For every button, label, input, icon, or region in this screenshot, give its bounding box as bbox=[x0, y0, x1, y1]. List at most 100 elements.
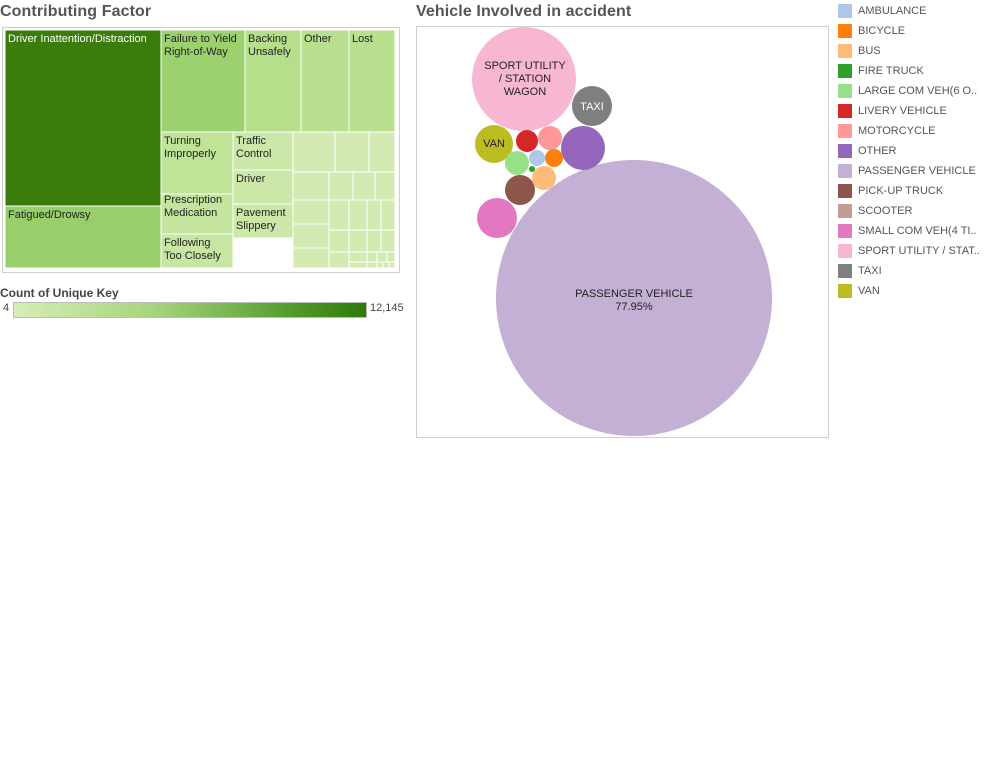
treemap-label-backing-unsafely: Backing bbox=[248, 33, 287, 45]
treemap-cell-small[interactable] bbox=[374, 171, 396, 201]
treemap-label-lost: Lost bbox=[352, 33, 373, 45]
bubble-other[interactable] bbox=[561, 126, 605, 170]
treemap-cell-small[interactable] bbox=[348, 229, 368, 253]
treemap-cell-small[interactable] bbox=[328, 251, 350, 269]
bubble-taxi[interactable] bbox=[572, 86, 612, 126]
legend-label: LIVERY VEHICLE bbox=[858, 105, 947, 117]
bubble-passenger-vehicle[interactable] bbox=[496, 160, 772, 436]
legend-label: BUS bbox=[858, 45, 881, 57]
treemap-panel: Driver Inattention/Distraction Fatigued/D… bbox=[2, 27, 400, 273]
legend-label: BICYCLE bbox=[858, 25, 906, 37]
treemap-label-prescription-medication: Medication bbox=[164, 207, 217, 219]
legend-label: LARGE COM VEH(6 O.. bbox=[858, 85, 978, 97]
bubble-sport-utility-stat[interactable] bbox=[472, 27, 576, 131]
treemap-cell-small[interactable] bbox=[328, 229, 350, 253]
color-legend-min: 4 bbox=[3, 302, 10, 314]
legend-item-bus[interactable]: BUS bbox=[838, 42, 984, 62]
treemap-cell-small[interactable] bbox=[292, 199, 330, 225]
legend-swatch bbox=[838, 224, 852, 238]
treemap-cell-small[interactable] bbox=[366, 199, 382, 231]
treemap-cell-pavement-slippery[interactable] bbox=[232, 203, 294, 239]
treemap-cell-small[interactable] bbox=[380, 199, 396, 231]
legend-swatch bbox=[838, 204, 852, 218]
bubble-livery-vehicle[interactable] bbox=[516, 130, 538, 152]
bubble-bicycle[interactable] bbox=[545, 149, 563, 167]
treemap-cell-small[interactable] bbox=[376, 261, 384, 269]
treemap-cell-small[interactable] bbox=[292, 171, 330, 201]
treemap-cell-lost[interactable] bbox=[348, 29, 396, 133]
treemap-cell-small[interactable] bbox=[328, 171, 354, 201]
treemap-cell-small[interactable] bbox=[348, 261, 368, 269]
bubble-ambulance[interactable] bbox=[529, 150, 545, 166]
bubble-small-com-veh-4-ti[interactable] bbox=[477, 198, 517, 238]
treemap-cell-small[interactable] bbox=[352, 171, 376, 201]
treemap-cell-small[interactable] bbox=[388, 261, 396, 269]
legend-label: MOTORCYCLE bbox=[858, 125, 936, 137]
treemap-cell-small[interactable] bbox=[348, 199, 368, 231]
bubble-fire-truck[interactable] bbox=[529, 166, 535, 172]
treemap-cell-small[interactable] bbox=[380, 229, 396, 253]
treemap-cell-failure-to-yield-right-of-way[interactable] bbox=[160, 29, 246, 133]
legend-item-sport-utility-stat[interactable]: SPORT UTILITY / STAT.. bbox=[838, 242, 984, 262]
legend-label: SPORT UTILITY / STAT.. bbox=[858, 245, 980, 257]
legend-swatch bbox=[838, 124, 852, 138]
legend-item-large-com-veh-6-o[interactable]: LARGE COM VEH(6 O.. bbox=[838, 82, 984, 102]
treemap-cell-small[interactable] bbox=[292, 131, 336, 173]
legend-label: OTHER bbox=[858, 145, 897, 157]
color-legend-title: Count of Unique Key bbox=[0, 286, 119, 300]
treemap-label-backing-unsafely: Unsafely bbox=[248, 46, 291, 58]
bubble-panel: PASSENGER VEHICLE 77.95% SPORT UTILITY / ST… bbox=[416, 26, 829, 438]
treemap-cell-small[interactable] bbox=[328, 199, 350, 231]
legend-item-fire-truck[interactable]: FIRE TRUCK bbox=[838, 62, 984, 82]
treemap-cell-fatigued-drowsy[interactable] bbox=[4, 205, 162, 269]
treemap-cell-other[interactable] bbox=[300, 29, 350, 133]
legend-label: SCOOTER bbox=[858, 205, 913, 217]
vehicle-legend: AMBULANCE BICYCLE BUS FIRE TRUCK LARGE COM V… bbox=[838, 2, 984, 302]
legend-item-livery-vehicle[interactable]: LIVERY VEHICLE bbox=[838, 102, 984, 122]
legend-label: PICK-UP TRUCK bbox=[858, 185, 944, 197]
treemap-cell-backing-unsafely[interactable] bbox=[244, 29, 302, 133]
treemap-cell-small[interactable] bbox=[292, 247, 330, 269]
legend-swatch bbox=[838, 264, 852, 278]
treemap-cell-small[interactable] bbox=[386, 251, 396, 263]
treemap-cell-small[interactable] bbox=[366, 251, 378, 263]
treemap-label-prescription-medication: Prescription bbox=[164, 194, 222, 206]
legend-item-ambulance[interactable]: AMBULANCE bbox=[838, 2, 984, 22]
legend-item-van[interactable]: VAN bbox=[838, 282, 984, 302]
treemap-cell-small[interactable] bbox=[334, 131, 370, 173]
legend-item-passenger-vehicle[interactable]: PASSENGER VEHICLE bbox=[838, 162, 984, 182]
treemap-cell-small[interactable] bbox=[382, 261, 390, 269]
bubble-large-com-veh-6-o[interactable] bbox=[505, 151, 529, 175]
treemap-cell-small[interactable] bbox=[366, 261, 378, 269]
bubble-van[interactable] bbox=[475, 125, 513, 163]
bubble-bus[interactable] bbox=[532, 166, 556, 190]
treemap-cell-following-too-closely[interactable] bbox=[160, 233, 234, 269]
treemap-cell-driver[interactable] bbox=[232, 169, 294, 205]
treemap-cell-driver-inattention-distraction[interactable] bbox=[4, 29, 162, 207]
treemap-label-pavement-slippery: Pavement bbox=[236, 207, 286, 219]
treemap-cell-turning-improperly[interactable] bbox=[160, 131, 234, 195]
legend-item-pick-up-truck[interactable]: PICK-UP TRUCK bbox=[838, 182, 984, 202]
treemap-chart: Driver Inattention/Distraction Fatigued/D… bbox=[4, 29, 396, 269]
legend-swatch bbox=[838, 4, 852, 18]
legend-item-bicycle[interactable]: BICYCLE bbox=[838, 22, 984, 42]
legend-item-small-com-veh-4-ti[interactable]: SMALL COM VEH(4 TI.. bbox=[838, 222, 984, 242]
legend-item-taxi[interactable]: TAXI bbox=[838, 262, 984, 282]
bubble-motorcycle[interactable] bbox=[538, 126, 562, 150]
treemap-label-failure-to-yield-right-of-way: Failure to Yield bbox=[164, 33, 237, 45]
treemap-cell-small[interactable] bbox=[366, 229, 382, 253]
legend-swatch bbox=[838, 284, 852, 298]
treemap-label-traffic-control: Control bbox=[236, 148, 271, 160]
legend-item-motorcycle[interactable]: MOTORCYCLE bbox=[838, 122, 984, 142]
legend-item-other[interactable]: OTHER bbox=[838, 142, 984, 162]
treemap-cell-small[interactable] bbox=[376, 251, 388, 263]
legend-item-scooter[interactable]: SCOOTER bbox=[838, 202, 984, 222]
bubble-pick-up-truck[interactable] bbox=[505, 175, 535, 205]
legend-label: VAN bbox=[858, 285, 880, 297]
treemap-label-turning-improperly: Improperly bbox=[164, 148, 216, 160]
treemap-cell-small[interactable] bbox=[292, 223, 330, 249]
color-gradient-bar bbox=[13, 302, 367, 318]
treemap-cell-small[interactable] bbox=[348, 251, 368, 263]
treemap-label-failure-to-yield-right-of-way: Right-of-Way bbox=[164, 46, 228, 58]
treemap-cell-small[interactable] bbox=[368, 131, 396, 173]
